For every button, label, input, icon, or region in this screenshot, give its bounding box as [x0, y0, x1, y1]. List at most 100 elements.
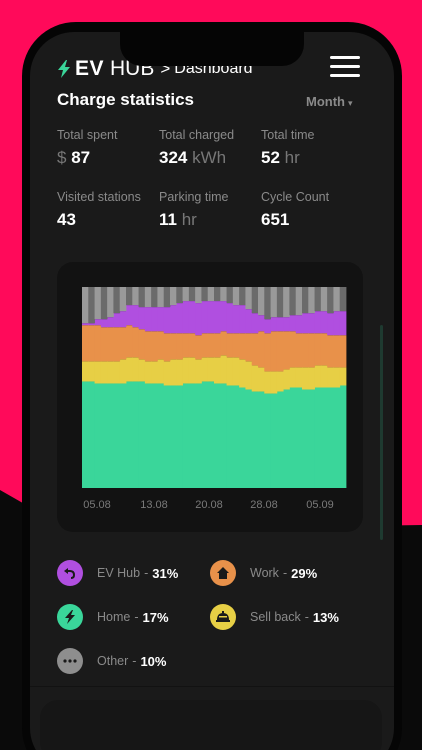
- stat-value: 43: [57, 210, 141, 230]
- stat-value: 11 hr: [159, 210, 228, 230]
- area-other-segment: [283, 287, 290, 318]
- stat-unit: kWh: [187, 148, 227, 167]
- legend-item-ev-hub[interactable]: EV Hub -31%: [57, 560, 178, 586]
- area-work-segment: [289, 331, 297, 368]
- area-home-segment: [126, 381, 133, 488]
- area-home-segment: [138, 381, 146, 488]
- legend-item-work[interactable]: Work -29%: [210, 560, 317, 586]
- scrollbar[interactable]: [380, 325, 383, 540]
- stat-visited-stations: Visited stations 43: [57, 190, 141, 230]
- legend-percentage: 31%: [152, 565, 179, 581]
- area-sell-back-segment: [157, 359, 165, 384]
- legend-item-home[interactable]: Home -17%: [57, 604, 169, 630]
- area-work-segment: [163, 333, 171, 362]
- area-ev-hub-segment: [320, 311, 328, 334]
- area-other-segment: [151, 287, 158, 308]
- area-work-segment: [138, 329, 146, 360]
- area-work-segment: [302, 333, 309, 368]
- area-work-segment: [239, 333, 246, 360]
- area-ev-hub-segment: [170, 305, 177, 334]
- area-other-segment: [176, 287, 183, 304]
- area-sell-back-segment: [182, 357, 190, 384]
- area-other-segment: [107, 287, 114, 318]
- area-work-segment: [144, 331, 152, 362]
- area-ev-hub-segment: [113, 313, 121, 328]
- area-sell-back-segment: [188, 357, 196, 384]
- area-home-segment: [226, 385, 234, 488]
- area-ev-hub-segment: [188, 301, 196, 334]
- area-work-segment: [333, 335, 341, 368]
- x-tick-label: 13.08: [140, 499, 168, 511]
- legend-item-other[interactable]: Other -10%: [57, 648, 166, 674]
- area-other-segment: [100, 287, 108, 320]
- area-work-segment: [264, 333, 271, 372]
- area-home-segment: [113, 383, 121, 488]
- card-divider: [30, 686, 394, 687]
- area-ev-hub-segment: [163, 307, 171, 334]
- area-sell-back-segment: [339, 367, 347, 386]
- area-ev-hub-segment: [132, 305, 139, 328]
- area-home-segment: [258, 391, 265, 488]
- area-ev-hub-segment: [308, 313, 315, 334]
- area-ev-hub-segment: [327, 313, 334, 336]
- area-work-segment: [276, 331, 284, 372]
- area-sell-back-segment: [132, 357, 139, 382]
- area-work-segment: [283, 331, 290, 370]
- stacked-area-chart: 05.08 13.08 20.08 28.08 05.09: [82, 287, 347, 511]
- area-sell-back-segment: [245, 361, 253, 390]
- legend-item-sell-back[interactable]: Sell back -13%: [210, 604, 339, 630]
- area-sell-back-segment: [264, 371, 271, 394]
- menu-icon: [330, 56, 360, 59]
- brand-logo[interactable]: EV: [75, 57, 105, 80]
- area-sell-back-segment: [232, 357, 240, 386]
- legend-separator: -: [304, 610, 309, 624]
- stat-prefix: $: [57, 148, 72, 167]
- area-ev-hub-segment: [107, 317, 114, 328]
- area-home-segment: [132, 381, 139, 488]
- area-ev-hub-segment: [195, 303, 202, 336]
- area-ev-hub-segment: [82, 323, 89, 326]
- area-home-segment: [295, 387, 303, 488]
- area-sell-back-segment: [113, 361, 121, 384]
- hamburger-menu-button[interactable]: [330, 56, 360, 78]
- area-ev-hub-segment: [201, 301, 209, 334]
- stat-number: 52: [261, 148, 280, 167]
- area-other-segment: [88, 287, 95, 324]
- chart-card: 05.08 13.08 20.08 28.08 05.09: [57, 262, 363, 532]
- area-work-segment: [182, 333, 190, 358]
- stat-label: Total time: [261, 128, 315, 142]
- x-tick-label: 05.09: [306, 499, 334, 511]
- area-home-segment: [276, 391, 284, 488]
- stat-cycle-count: Cycle Count 651: [261, 190, 329, 230]
- area-work-segment: [113, 327, 121, 362]
- area-home-segment: [201, 381, 209, 488]
- area-other-segment: [295, 287, 303, 316]
- area-work-segment: [258, 331, 265, 368]
- area-ev-hub-segment: [226, 303, 234, 334]
- area-home-segment: [333, 387, 341, 488]
- area-work-segment: [126, 325, 133, 358]
- area-home-segment: [264, 393, 271, 488]
- house-icon: [210, 560, 236, 586]
- area-work-segment: [339, 335, 347, 368]
- legend-label: Sell back: [250, 610, 301, 624]
- area-ev-hub-segment: [119, 311, 127, 328]
- stat-number: 324: [159, 148, 188, 167]
- area-ev-hub-segment: [314, 311, 322, 334]
- area-home-segment: [94, 383, 102, 488]
- area-ev-hub-segment: [144, 307, 152, 332]
- section-title: Charge statistics: [57, 90, 194, 109]
- area-work-segment: [327, 335, 334, 368]
- area-sell-back-segment: [88, 361, 95, 382]
- area-home-segment: [220, 383, 227, 488]
- area-work-segment: [119, 327, 127, 360]
- period-dropdown[interactable]: Month ▾: [306, 94, 353, 109]
- area-ev-hub-segment: [88, 323, 95, 326]
- area-sell-back-segment: [163, 361, 171, 386]
- area-ev-hub-segment: [302, 313, 309, 334]
- legend-label: Home: [97, 610, 131, 624]
- area-ev-hub-segment: [232, 305, 240, 334]
- area-work-segment: [201, 333, 209, 358]
- area-sell-back-segment: [195, 359, 202, 384]
- area-sell-back-segment: [314, 365, 322, 388]
